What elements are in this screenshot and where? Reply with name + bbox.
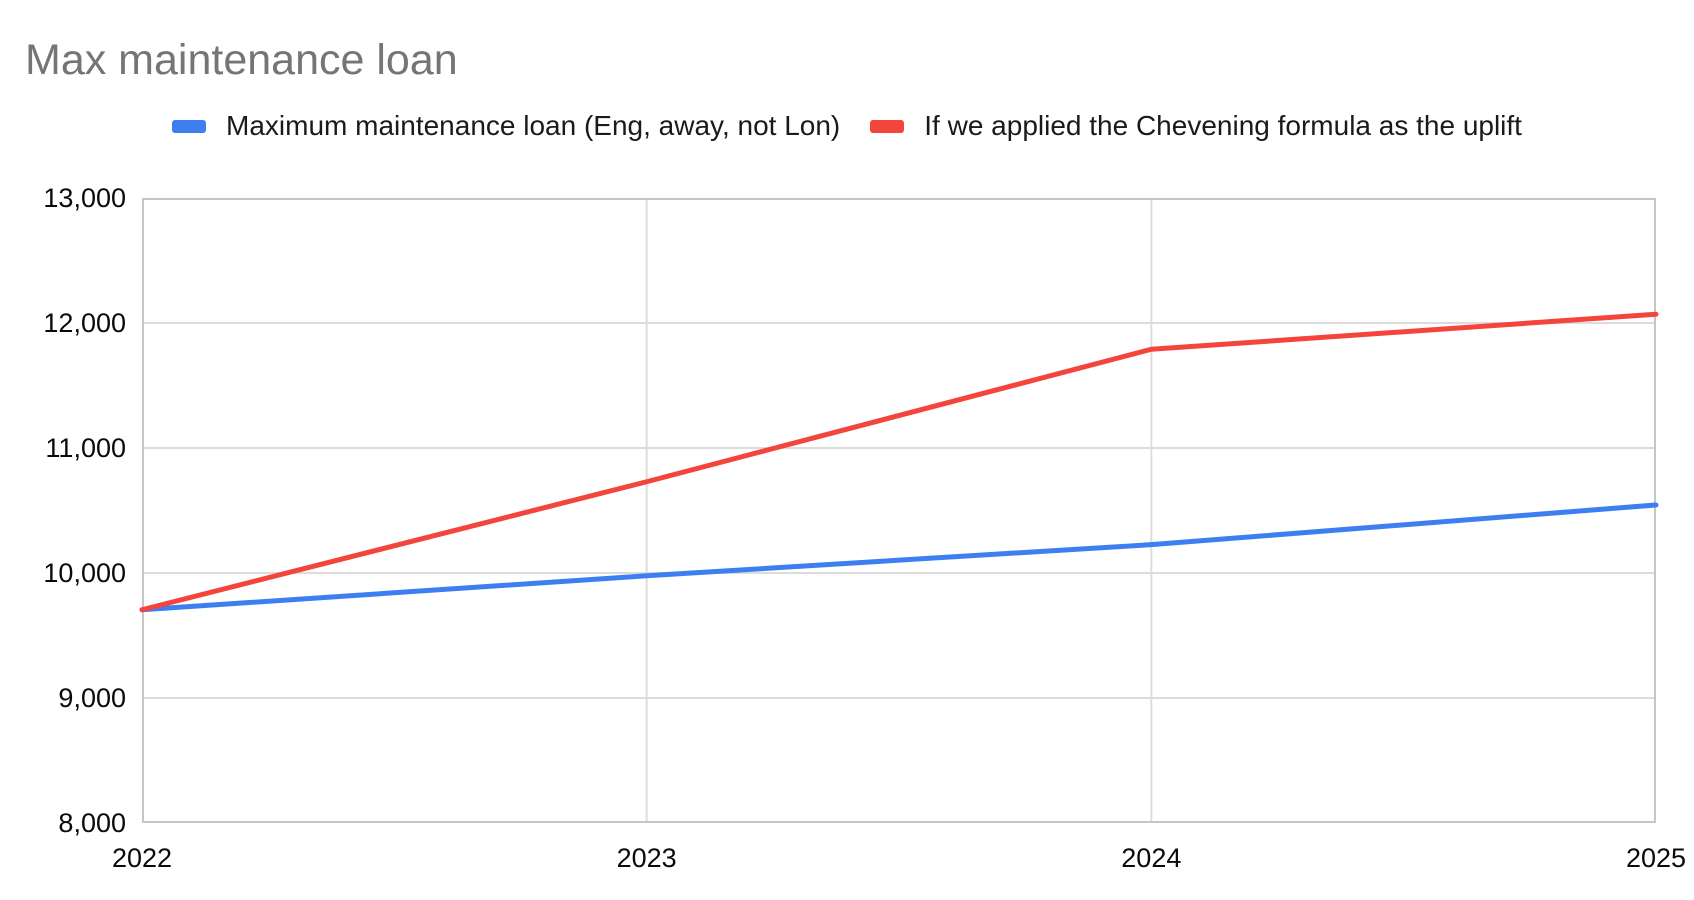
chart-title: Max maintenance loan — [25, 36, 458, 84]
series-line-1 — [139, 311, 1659, 613]
y-tick-label: 12,000 — [43, 308, 126, 338]
legend-label-chevening-formula: If we applied the Chevening formula as t… — [924, 110, 1522, 141]
y-tick-label: 9,000 — [58, 683, 126, 713]
y-tick-label: 10,000 — [43, 558, 126, 588]
y-tick-label: 13,000 — [43, 183, 126, 213]
line-chart-canvas — [139, 198, 1659, 823]
legend-label-maintenance-loan: Maximum maintenance loan (Eng, away, not… — [226, 110, 841, 141]
y-tick-label: 8,000 — [58, 808, 126, 838]
series-line-0 — [139, 502, 1659, 613]
legend-swatch-red-icon — [870, 119, 905, 133]
x-tick-label: 2023 — [616, 843, 677, 873]
legend: Maximum maintenance loan (Eng, away, not… — [0, 108, 1694, 144]
x-tick-label: 2022 — [111, 843, 173, 873]
legend-item-chevening-formula: If we applied the Chevening formula as t… — [870, 108, 1522, 144]
plot-area — [139, 198, 1659, 823]
y-tick-label: 11,000 — [45, 433, 126, 463]
legend-swatch-blue-icon — [172, 119, 207, 133]
x-tick-label: 2025 — [1625, 843, 1687, 873]
x-tick-label: 2024 — [1121, 843, 1182, 873]
legend-item-maintenance-loan: Maximum maintenance loan (Eng, away, not… — [172, 108, 840, 144]
